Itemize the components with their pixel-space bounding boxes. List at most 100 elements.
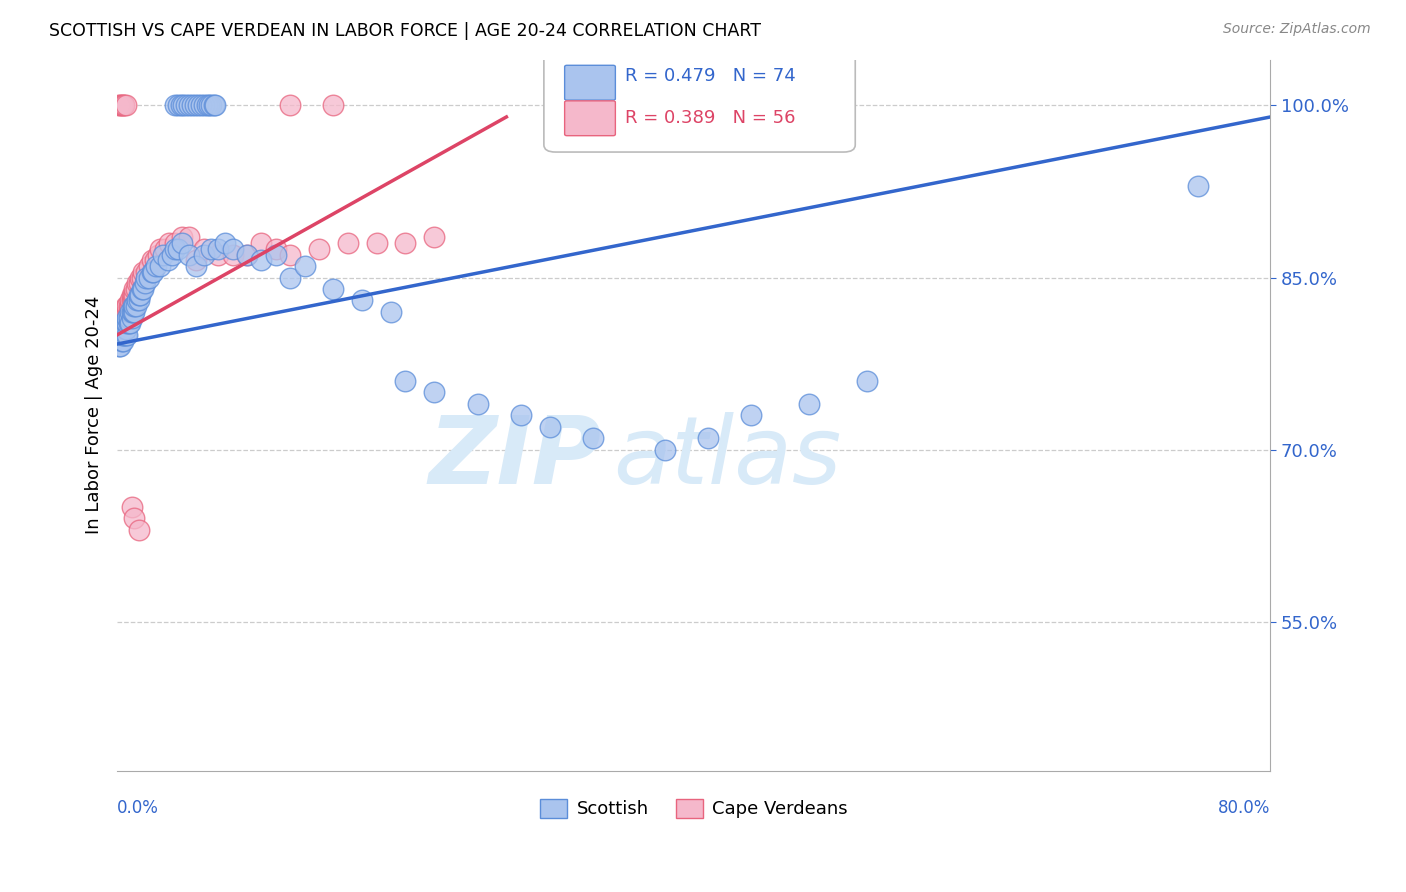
Point: [120, 305, 142, 319]
Point: [204, 98, 226, 112]
Point: [108, 327, 131, 342]
Point: [128, 523, 150, 537]
Point: [134, 277, 156, 291]
Point: [250, 253, 273, 268]
Point: [181, 98, 204, 112]
Point: [278, 247, 301, 261]
Point: [179, 98, 201, 112]
Point: [278, 98, 301, 112]
Point: [163, 98, 186, 112]
Point: [169, 98, 191, 112]
Point: [173, 98, 195, 112]
Point: [202, 98, 225, 112]
Point: [236, 247, 259, 261]
Text: atlas: atlas: [613, 412, 841, 503]
Point: [112, 327, 135, 342]
Point: [122, 305, 145, 319]
Point: [142, 265, 165, 279]
Point: [179, 230, 201, 244]
Point: [110, 334, 132, 348]
Point: [131, 282, 153, 296]
FancyBboxPatch shape: [544, 45, 855, 152]
Point: [166, 242, 188, 256]
Point: [193, 242, 215, 256]
Point: [108, 317, 131, 331]
Point: [221, 242, 243, 256]
Point: [115, 299, 138, 313]
Point: [127, 293, 149, 308]
Point: [108, 339, 131, 353]
Point: [423, 230, 446, 244]
Point: [111, 334, 134, 348]
Point: [121, 293, 143, 308]
Point: [111, 310, 134, 325]
Point: [115, 98, 138, 112]
Point: [124, 305, 146, 319]
Point: [110, 317, 132, 331]
Point: [124, 299, 146, 313]
Point: [394, 374, 416, 388]
Point: [115, 322, 138, 336]
Point: [366, 236, 388, 251]
Point: [193, 98, 215, 112]
Point: [122, 287, 145, 301]
Point: [108, 98, 131, 112]
Point: [115, 317, 138, 331]
Point: [128, 277, 150, 291]
Point: [509, 408, 531, 422]
Point: [112, 310, 135, 325]
Text: ZIP: ZIP: [429, 412, 602, 504]
Point: [118, 317, 141, 331]
Point: [132, 282, 155, 296]
Point: [138, 259, 160, 273]
Point: [121, 305, 143, 319]
Point: [122, 293, 145, 308]
Point: [118, 299, 141, 313]
Point: [467, 397, 489, 411]
Text: Source: ZipAtlas.com: Source: ZipAtlas.com: [1223, 22, 1371, 37]
Text: SCOTTISH VS CAPE VERDEAN IN LABOR FORCE | AGE 20-24 CORRELATION CHART: SCOTTISH VS CAPE VERDEAN IN LABOR FORCE …: [49, 22, 761, 40]
Point: [352, 293, 374, 308]
Point: [380, 305, 402, 319]
Text: R = 0.479   N = 74: R = 0.479 N = 74: [624, 67, 796, 85]
Point: [797, 397, 820, 411]
Point: [294, 259, 316, 273]
Point: [207, 247, 229, 261]
FancyBboxPatch shape: [565, 101, 616, 136]
Point: [187, 98, 209, 112]
Point: [135, 265, 157, 279]
Point: [115, 305, 138, 319]
Point: [141, 265, 163, 279]
Point: [322, 98, 344, 112]
Point: [149, 242, 172, 256]
Point: [152, 247, 174, 261]
Point: [118, 305, 141, 319]
Point: [108, 310, 131, 325]
Point: [163, 242, 186, 256]
Point: [221, 247, 243, 261]
Point: [124, 282, 146, 296]
Point: [186, 259, 208, 273]
Point: [129, 287, 152, 301]
Point: [120, 293, 142, 308]
Point: [740, 408, 762, 422]
Point: [146, 247, 169, 261]
FancyBboxPatch shape: [565, 65, 616, 100]
Point: [193, 247, 215, 261]
Point: [128, 287, 150, 301]
Text: 80.0%: 80.0%: [1218, 799, 1271, 817]
Point: [163, 236, 186, 251]
Point: [195, 98, 218, 112]
Point: [179, 247, 201, 261]
Point: [118, 310, 141, 325]
Point: [132, 265, 155, 279]
Text: R = 0.389   N = 56: R = 0.389 N = 56: [624, 109, 796, 127]
Point: [322, 282, 344, 296]
Point: [138, 270, 160, 285]
Point: [135, 270, 157, 285]
Point: [121, 287, 143, 301]
Point: [120, 317, 142, 331]
Point: [200, 98, 222, 112]
Point: [120, 299, 142, 313]
Point: [170, 236, 193, 251]
